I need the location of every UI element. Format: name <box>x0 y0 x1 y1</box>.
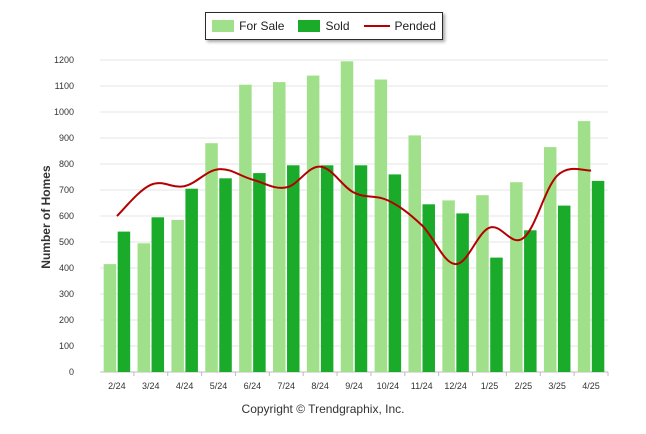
y-tick-label: 400 <box>59 263 74 273</box>
bar-for-sale[interactable] <box>306 75 320 372</box>
x-tick-label: 7/24 <box>278 381 296 391</box>
bar-sold[interactable] <box>524 230 537 372</box>
legend-label-pended: Pended <box>394 19 436 33</box>
y-tick-label: 600 <box>59 211 74 221</box>
x-tick-label: 3/24 <box>142 381 160 391</box>
bar-sold[interactable] <box>591 180 605 372</box>
y-tick-label: 300 <box>59 289 74 299</box>
x-tick-label: 4/24 <box>176 381 194 391</box>
bars <box>103 61 605 373</box>
bar-for-sale[interactable] <box>137 243 151 372</box>
y-tick-label: 1000 <box>54 107 74 117</box>
bar-sold[interactable] <box>557 205 571 372</box>
bar-sold[interactable] <box>388 174 402 372</box>
bar-for-sale[interactable] <box>510 182 523 372</box>
bar-sold[interactable] <box>422 204 435 372</box>
y-tick-label: 500 <box>59 237 74 247</box>
bar-for-sale[interactable] <box>374 79 388 373</box>
bar-for-sale[interactable] <box>340 61 354 373</box>
legend-item-sold[interactable]: Sold <box>298 19 350 33</box>
y-tick-label: 1200 <box>54 55 74 65</box>
legend: For Sale Sold Pended <box>205 12 443 40</box>
y-axis-ticks: 0 100 200 300 400 500 600 700 800 900 1000 1100 1200 <box>54 55 74 377</box>
bar-for-sale[interactable] <box>577 121 591 372</box>
bar-for-sale[interactable] <box>171 219 184 372</box>
x-tick-label: 12/24 <box>444 381 467 391</box>
bar-sold[interactable] <box>456 213 469 372</box>
bar-for-sale[interactable] <box>476 195 489 372</box>
bar-sold[interactable] <box>320 165 334 372</box>
pended-line-layer <box>116 165 592 266</box>
y-tick-label: 800 <box>59 159 74 169</box>
copyright-text: Copyright © Trendgraphix, Inc. <box>241 402 405 416</box>
bar-for-sale[interactable] <box>239 84 252 372</box>
bar-sold[interactable] <box>117 231 131 372</box>
legend-swatch-pended <box>363 25 390 27</box>
legend-item-for-sale[interactable]: For Sale <box>212 19 284 33</box>
x-axis-ticks: 2/24 3/24 4/24 5/24 6/24 7/24 8/24 9/24 10/24 11/… <box>108 372 609 391</box>
bar-sold[interactable] <box>219 178 232 372</box>
bar-for-sale[interactable] <box>205 143 218 372</box>
y-tick-label: 100 <box>59 341 74 351</box>
bar-for-sale[interactable] <box>273 82 286 372</box>
legend-swatch-for-sale <box>212 20 235 32</box>
legend-label-for-sale: For Sale <box>239 19 285 33</box>
x-tick-label: 2/25 <box>515 381 533 391</box>
x-tick-label: 5/24 <box>210 381 228 391</box>
bar-for-sale[interactable] <box>103 264 117 372</box>
bar-for-sale[interactable] <box>442 200 455 372</box>
y-tick-label: 700 <box>59 185 74 195</box>
x-tick-label: 4/25 <box>582 381 600 391</box>
x-tick-label: 1/25 <box>481 381 499 391</box>
bar-sold[interactable] <box>151 217 165 372</box>
x-tick-label: 2/24 <box>108 381 126 391</box>
x-tick-label: 11/24 <box>411 381 433 391</box>
bar-sold[interactable] <box>287 165 300 372</box>
bar-sold[interactable] <box>354 165 368 372</box>
bar-for-sale[interactable] <box>543 147 557 372</box>
x-tick-label: 9/24 <box>345 381 363 391</box>
bar-for-sale[interactable] <box>408 135 421 372</box>
y-axis-label: Number of Homes <box>39 165 53 269</box>
bar-sold[interactable] <box>185 188 198 372</box>
x-tick-label: 8/24 <box>311 381 329 391</box>
y-tick-label: 200 <box>59 315 74 325</box>
bar-sold[interactable] <box>253 173 266 372</box>
y-tick-label: 1100 <box>55 81 74 91</box>
bar-sold[interactable] <box>490 257 503 372</box>
grid-lines <box>100 59 608 373</box>
legend-item-pended[interactable]: Pended <box>363 19 436 33</box>
x-tick-label: 6/24 <box>244 381 262 391</box>
y-tick-label: 0 <box>69 367 74 377</box>
pended-line[interactable] <box>116 165 592 266</box>
x-tick-label: 10/24 <box>377 381 400 391</box>
x-tick-label: 3/25 <box>548 381 566 391</box>
legend-label-sold: Sold <box>325 19 350 33</box>
y-tick-label: 900 <box>59 133 74 143</box>
legend-swatch-sold <box>298 20 321 32</box>
